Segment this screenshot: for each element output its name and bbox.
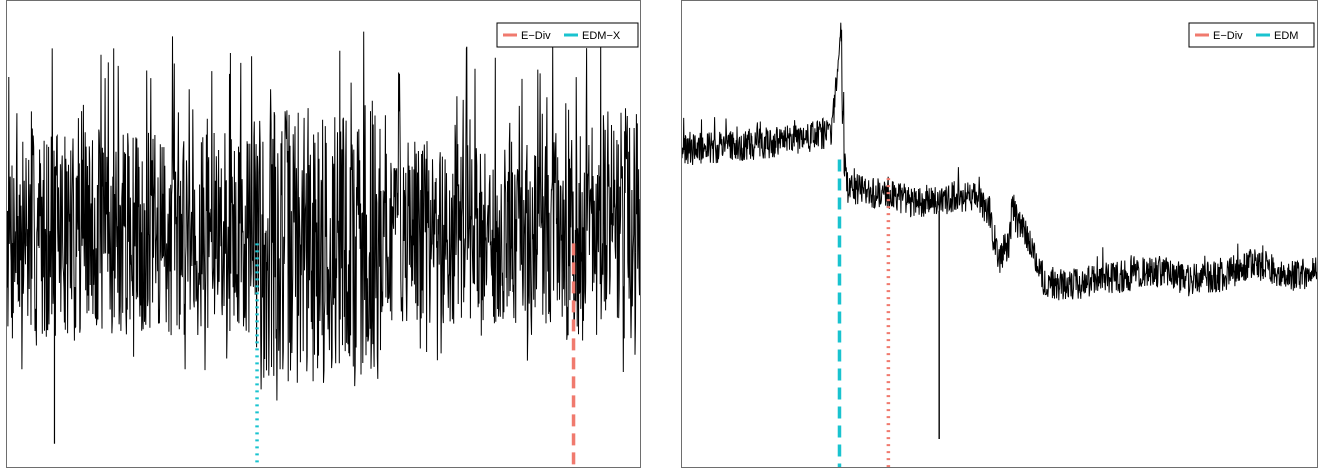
right-plot-frame bbox=[681, 0, 1318, 468]
right-series-line bbox=[681, 22, 1318, 301]
right-legend: E−Div EDM bbox=[1188, 22, 1315, 48]
left-series-line bbox=[6, 31, 641, 401]
right-changepoint-group bbox=[837, 159, 891, 467]
right-legend-label-e-div: E−Div bbox=[1213, 30, 1243, 42]
left-legend: E−Div EDM−X bbox=[496, 22, 639, 48]
right-chart: E−Div EDM bbox=[681, 0, 1318, 468]
right-legend-box bbox=[1188, 22, 1315, 48]
left-series-group bbox=[6, 31, 641, 444]
right-series-group bbox=[681, 22, 1318, 440]
left-chart: E−Div EDM−X bbox=[6, 0, 641, 468]
right-legend-label-edm: EDM bbox=[1274, 30, 1298, 42]
left-legend-label-e-div: E−Div bbox=[521, 30, 551, 42]
left-legend-label-edm-x: EDM−X bbox=[582, 30, 621, 42]
